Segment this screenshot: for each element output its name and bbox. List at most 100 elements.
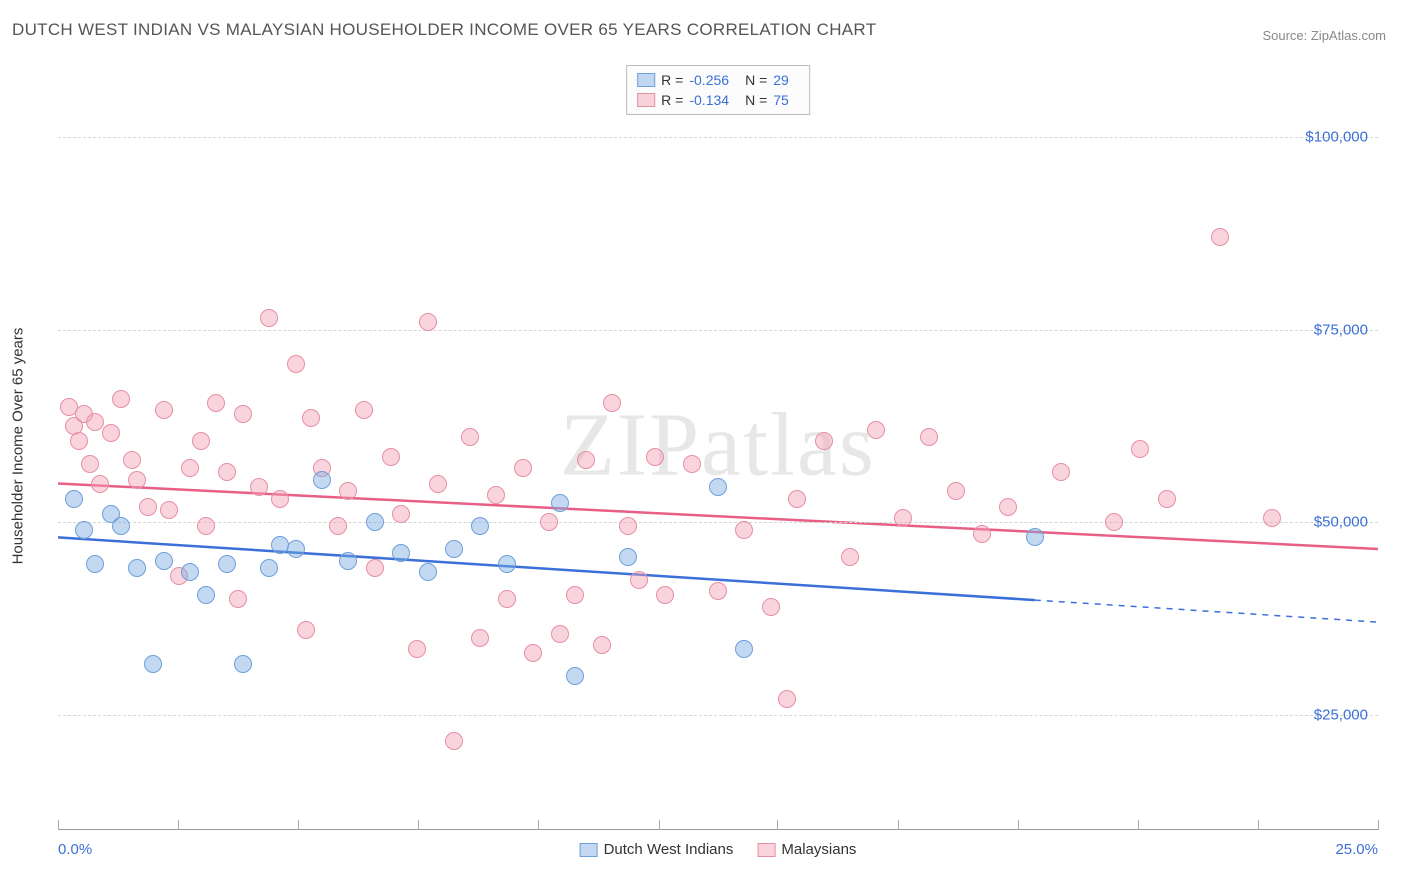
legend-swatch-dutch: [580, 843, 598, 857]
data-point-dutch: [86, 555, 104, 573]
data-point-malay: [735, 521, 753, 539]
data-point-malay: [297, 621, 315, 639]
data-point-dutch: [445, 540, 463, 558]
data-point-dutch: [128, 559, 146, 577]
bottom-legend: Dutch West Indians Malaysians: [580, 841, 857, 858]
plot-area: ZIPatlas R = -0.256 N = 29 R = -0.134 N …: [58, 60, 1378, 830]
n-value-dutch: 29: [773, 72, 789, 88]
grid-line: [58, 715, 1378, 716]
data-point-malay: [1131, 440, 1149, 458]
data-point-malay: [683, 455, 701, 473]
x-tick: [777, 820, 778, 830]
data-point-malay: [81, 455, 99, 473]
data-point-malay: [250, 478, 268, 496]
data-point-malay: [192, 432, 210, 450]
data-point-malay: [112, 390, 130, 408]
x-axis-line: [58, 829, 1378, 830]
r-label: R =: [661, 72, 683, 88]
data-point-dutch: [366, 513, 384, 531]
data-point-dutch: [1026, 528, 1044, 546]
swatch-dutch: [637, 73, 655, 87]
data-point-malay: [551, 625, 569, 643]
data-point-malay: [867, 421, 885, 439]
data-point-malay: [646, 448, 664, 466]
data-point-dutch: [234, 655, 252, 673]
data-point-malay: [234, 405, 252, 423]
data-point-dutch: [735, 640, 753, 658]
y-axis-title: Householder Income Over 65 years: [10, 328, 27, 565]
data-point-malay: [229, 590, 247, 608]
data-point-dutch: [619, 548, 637, 566]
stats-row-dutch: R = -0.256 N = 29: [637, 70, 799, 90]
data-point-dutch: [218, 555, 236, 573]
data-point-malay: [577, 451, 595, 469]
x-tick: [659, 820, 660, 830]
stats-legend: R = -0.256 N = 29 R = -0.134 N = 75: [626, 65, 810, 115]
x-tick: [178, 820, 179, 830]
data-point-malay: [123, 451, 141, 469]
data-point-malay: [128, 471, 146, 489]
data-point-malay: [656, 586, 674, 604]
data-point-dutch: [197, 586, 215, 604]
data-point-dutch: [709, 478, 727, 496]
data-point-malay: [86, 413, 104, 431]
data-point-malay: [630, 571, 648, 589]
data-point-malay: [445, 732, 463, 750]
data-point-malay: [947, 482, 965, 500]
data-point-malay: [218, 463, 236, 481]
x-tick: [418, 820, 419, 830]
x-tick: [1258, 820, 1259, 830]
data-point-malay: [514, 459, 532, 477]
x-axis-min-label: 0.0%: [58, 841, 92, 858]
data-point-malay: [788, 490, 806, 508]
stats-row-malay: R = -0.134 N = 75: [637, 90, 799, 110]
data-point-dutch: [339, 552, 357, 570]
chart-container: DUTCH WEST INDIAN VS MALAYSIAN HOUSEHOLD…: [0, 0, 1406, 892]
data-point-malay: [102, 424, 120, 442]
data-point-malay: [91, 475, 109, 493]
y-tick-label: $50,000: [1314, 514, 1368, 531]
data-point-malay: [461, 428, 479, 446]
data-point-malay: [841, 548, 859, 566]
x-axis-max-label: 25.0%: [1335, 841, 1378, 858]
data-point-malay: [709, 582, 727, 600]
x-tick: [1018, 820, 1019, 830]
data-point-malay: [329, 517, 347, 535]
r-value-dutch: -0.256: [689, 72, 729, 88]
data-point-malay: [566, 586, 584, 604]
legend-item-dutch: Dutch West Indians: [580, 841, 734, 858]
data-point-dutch: [419, 563, 437, 581]
data-point-malay: [778, 690, 796, 708]
data-point-dutch: [566, 667, 584, 685]
data-point-malay: [207, 394, 225, 412]
data-point-malay: [355, 401, 373, 419]
data-point-malay: [392, 505, 410, 523]
data-point-malay: [999, 498, 1017, 516]
data-point-dutch: [260, 559, 278, 577]
data-point-dutch: [498, 555, 516, 573]
data-point-malay: [181, 459, 199, 477]
n-label: N =: [745, 92, 767, 108]
x-tick: [58, 820, 59, 830]
data-point-dutch: [75, 521, 93, 539]
data-point-dutch: [112, 517, 130, 535]
r-value-malay: -0.134: [689, 92, 729, 108]
data-point-malay: [894, 509, 912, 527]
grid-line: [58, 522, 1378, 523]
data-point-dutch: [471, 517, 489, 535]
x-tick: [538, 820, 539, 830]
n-value-malay: 75: [773, 92, 789, 108]
data-point-malay: [540, 513, 558, 531]
data-point-malay: [302, 409, 320, 427]
data-point-malay: [762, 598, 780, 616]
data-point-malay: [70, 432, 88, 450]
data-point-malay: [471, 629, 489, 647]
data-point-malay: [197, 517, 215, 535]
data-point-dutch: [181, 563, 199, 581]
data-point-malay: [419, 313, 437, 331]
data-point-malay: [382, 448, 400, 466]
data-point-malay: [271, 490, 289, 508]
data-point-malay: [287, 355, 305, 373]
legend-item-malay: Malaysians: [757, 841, 856, 858]
data-point-malay: [1263, 509, 1281, 527]
